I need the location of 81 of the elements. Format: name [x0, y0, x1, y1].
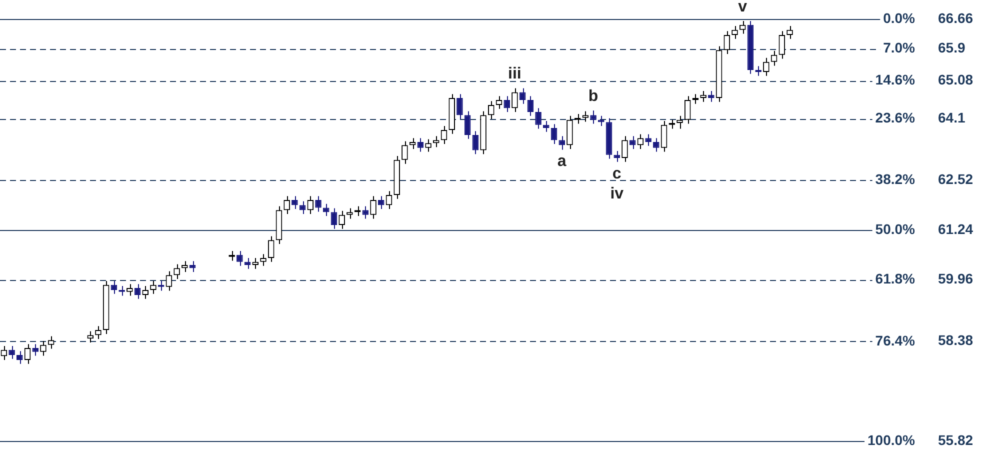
candlestick	[464, 110, 471, 140]
y-tick-label: 65.08	[938, 71, 974, 88]
candlestick	[622, 136, 628, 162]
candlestick	[322, 203, 330, 216]
annotation: v	[738, 0, 748, 16]
candlestick	[739, 20, 746, 34]
annotation: c	[612, 165, 622, 182]
candlestick	[432, 136, 440, 148]
candlestick	[543, 120, 550, 132]
candlestick	[778, 30, 786, 60]
candlestick	[732, 26, 738, 40]
annotation: b	[588, 88, 598, 105]
y-tick-label: 65.9	[938, 39, 966, 56]
candlestick	[95, 326, 102, 340]
candlestick	[550, 124, 558, 144]
candlestick	[48, 336, 54, 350]
candlestick	[260, 254, 266, 266]
candlestick	[166, 270, 172, 292]
candlestick	[472, 130, 479, 155]
candlestick	[590, 110, 596, 124]
y2-tick-label: 23.6%	[875, 109, 916, 126]
y2-tick-label: 50.0%	[875, 220, 916, 237]
y-tick-label: 59.96	[938, 270, 974, 287]
candlestick	[417, 138, 424, 152]
candlestick	[330, 208, 338, 230]
candlestick	[653, 138, 660, 152]
y2-tick-label: 61.8%	[875, 270, 916, 287]
y2-tick-label: 100.0%	[868, 432, 916, 448]
y-tick-label: 64.1	[938, 110, 966, 126]
candlestick	[87, 330, 94, 344]
annotation: iv	[610, 185, 624, 202]
candlestick	[676, 115, 683, 130]
candlestick	[770, 50, 778, 66]
candlestick	[456, 94, 463, 120]
candlestick	[236, 250, 243, 266]
candlestick	[182, 260, 188, 273]
candlestick	[700, 90, 706, 102]
y2-tick-label: 38.2%	[875, 171, 916, 188]
candlestick	[527, 96, 534, 116]
candlestick	[370, 196, 376, 220]
candlestick	[299, 200, 306, 215]
candlestick	[32, 344, 39, 356]
candlestick	[684, 96, 691, 124]
candlestick	[402, 140, 408, 164]
candlestick	[582, 110, 589, 122]
candlestick	[292, 196, 298, 210]
candlestick	[425, 138, 432, 152]
candlestick	[558, 136, 566, 150]
candlestick	[535, 108, 542, 130]
candlestick	[110, 280, 118, 294]
candlestick	[786, 26, 793, 40]
y-tick-label: 55.82	[938, 432, 974, 448]
y-tick-label: 62.52	[938, 171, 974, 188]
candlestick	[645, 134, 652, 146]
candlestick	[8, 346, 15, 360]
y2-tick-label: 14.6%	[875, 71, 916, 88]
candlestick	[362, 206, 369, 220]
y2-tick-label: 76.4%	[875, 332, 916, 348]
candlestick	[692, 94, 699, 104]
candlestick	[566, 115, 573, 150]
y-tick-label: 61.24	[938, 220, 974, 237]
candlestick	[268, 236, 274, 262]
candlestick	[134, 284, 141, 300]
candlestick	[708, 90, 714, 102]
candlestick	[24, 344, 31, 364]
annotation: iii	[508, 66, 522, 83]
candlestick	[346, 208, 353, 220]
candlestick	[724, 30, 730, 55]
candlestick	[660, 120, 668, 152]
candlestick	[150, 280, 156, 294]
candlestick	[629, 136, 636, 150]
candlestick	[126, 284, 133, 296]
candlestick	[512, 88, 518, 113]
y-tick-label: 58.38	[938, 332, 974, 348]
candlestick	[378, 196, 384, 210]
annotation: a	[557, 153, 566, 170]
y2-tick-label: 0.0%	[883, 10, 916, 26]
y2-tick-label: 7.0%	[883, 39, 916, 56]
candlestick	[755, 66, 762, 76]
candlestick	[614, 150, 620, 162]
y-tick-label: 66.66	[938, 10, 974, 26]
